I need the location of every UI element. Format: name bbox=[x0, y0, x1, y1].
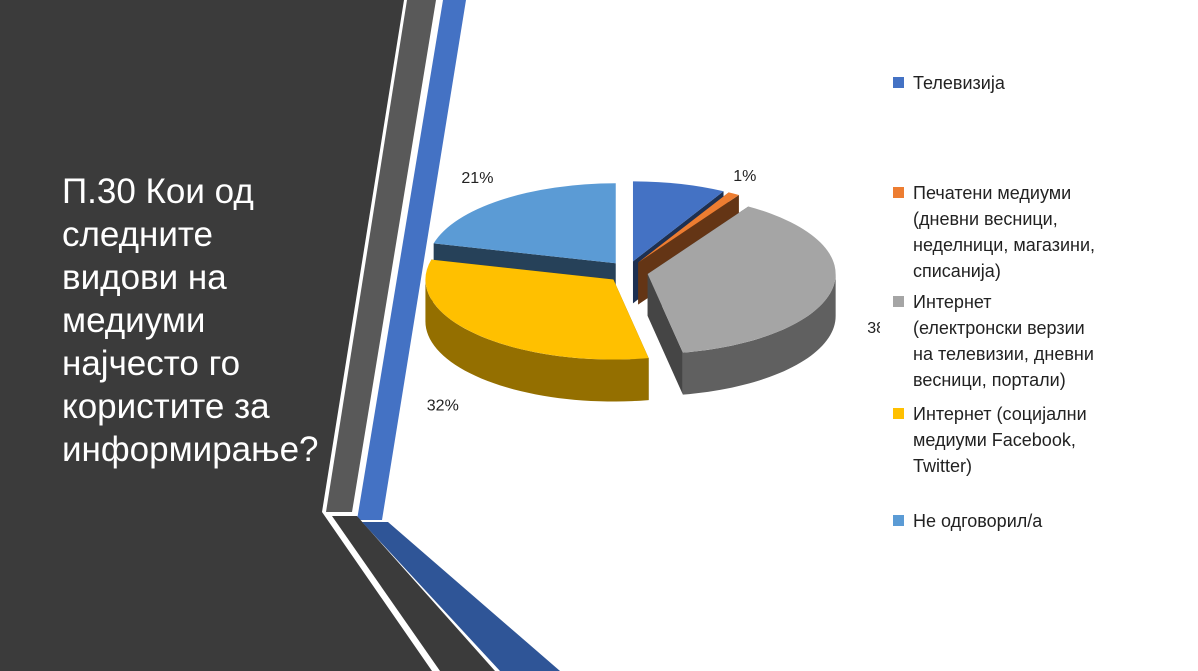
legend-item-3: Интернет (социјални медиуми Facebook, Tw… bbox=[893, 401, 1087, 479]
pie-label-2: 38% bbox=[867, 320, 880, 337]
legend-swatch bbox=[893, 515, 904, 526]
pie-label-4: 21% bbox=[461, 170, 493, 187]
pie-chart: 8%1%38%32%21% bbox=[425, 170, 880, 415]
legend-label: Интернет (социјални медиуми Facebook, Tw… bbox=[913, 404, 1087, 476]
slide-title: П.30 Кои од следните видови на медиуми н… bbox=[62, 172, 319, 469]
blue-stripe-bottom bbox=[362, 522, 560, 671]
legend-item-2: Интернет (електронски верзии на телевизи… bbox=[893, 289, 1094, 393]
legend-label: Интернет (електронски верзии на телевизи… bbox=[913, 292, 1094, 390]
legend-label: Печатени медиуми (дневни весници, неделн… bbox=[913, 183, 1096, 281]
legend-item-0: Телевизија bbox=[893, 70, 1005, 96]
blue-stripe-top bbox=[357, 0, 466, 520]
legend-swatch bbox=[893, 408, 904, 419]
pie-slice-3 bbox=[425, 259, 649, 402]
legend-label: Не одговорил/а bbox=[913, 511, 1043, 531]
pie-label-3: 32% bbox=[427, 398, 459, 415]
legend-item-4: Не одговорил/а bbox=[893, 508, 1042, 534]
title-panel bbox=[0, 0, 432, 671]
pie-label-1: 1% bbox=[733, 170, 756, 185]
gray-stripe-top bbox=[326, 0, 436, 512]
legend-swatch bbox=[893, 296, 904, 307]
pie-slice-2 bbox=[647, 206, 836, 395]
legend-swatch bbox=[893, 77, 904, 88]
legend-swatch bbox=[893, 187, 904, 198]
legend-item-1: Печатени медиуми (дневни весници, неделн… bbox=[893, 180, 1095, 284]
legend-label: Телевизија bbox=[913, 73, 1005, 93]
gray-stripe-bottom bbox=[332, 516, 495, 671]
